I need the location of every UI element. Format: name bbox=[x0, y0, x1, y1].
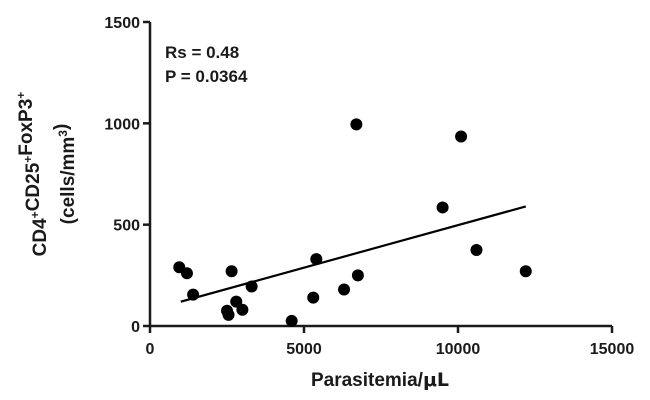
x-tick-label: 0 bbox=[146, 341, 155, 358]
data-point bbox=[436, 201, 449, 214]
x-axis-title: Parasitemia/μL bbox=[311, 369, 449, 391]
superscript: + bbox=[21, 156, 35, 163]
superscript: 3 bbox=[56, 130, 70, 137]
x-axis-title-unit: μL bbox=[423, 369, 449, 391]
label-segment: (cells/mm bbox=[58, 137, 79, 225]
y-tick-label: 0 bbox=[131, 319, 140, 336]
stats-annotation: Rs = 0.48 P = 0.0364 bbox=[165, 43, 248, 86]
label-segment: FoxP3 bbox=[16, 99, 37, 156]
data-point bbox=[338, 283, 351, 296]
trendline-group bbox=[180, 205, 527, 303]
data-point bbox=[225, 265, 238, 278]
data-point bbox=[180, 267, 193, 280]
p-value-annotation: P = 0.0364 bbox=[165, 67, 248, 86]
axes: 0 5000 10000 15000 0 500 1000 1500 bbox=[104, 15, 634, 358]
data-point bbox=[470, 244, 483, 256]
data-point bbox=[245, 280, 258, 293]
data-point bbox=[230, 295, 243, 308]
data-point bbox=[519, 265, 532, 278]
regression-line bbox=[180, 205, 527, 303]
x-tick-label: 15000 bbox=[590, 341, 635, 358]
x-axis-title-main: Parasitemia/ bbox=[311, 370, 424, 391]
y-axis-title-line2: (cells/mm3) bbox=[51, 124, 79, 225]
label-segment: CD25 bbox=[23, 162, 44, 211]
y-tick-label: 500 bbox=[113, 218, 140, 235]
data-point bbox=[310, 253, 323, 266]
data-point bbox=[285, 314, 298, 327]
y-tick-label: 1500 bbox=[104, 15, 140, 32]
data-point bbox=[350, 118, 363, 131]
label-segment: ) bbox=[51, 124, 72, 130]
data-point bbox=[236, 303, 249, 316]
data-point bbox=[187, 288, 200, 301]
rs-annotation: Rs = 0.48 bbox=[165, 43, 239, 62]
superscript: + bbox=[28, 211, 42, 218]
data-point bbox=[222, 308, 235, 321]
x-tick-label: 10000 bbox=[436, 341, 481, 358]
label-segment: CD4 bbox=[30, 218, 51, 256]
y-axis-title: CD4+CD25+FoxP3+(cells/mm3) bbox=[14, 92, 79, 257]
x-tick-label: 5000 bbox=[286, 341, 322, 358]
data-point bbox=[351, 269, 364, 282]
superscript: + bbox=[14, 92, 28, 99]
data-points bbox=[173, 118, 532, 327]
data-point bbox=[455, 130, 468, 143]
y-tick-label: 1000 bbox=[104, 116, 140, 133]
data-point bbox=[307, 291, 320, 304]
y-axis-title-line1: CD4+CD25+FoxP3+ bbox=[14, 92, 51, 257]
